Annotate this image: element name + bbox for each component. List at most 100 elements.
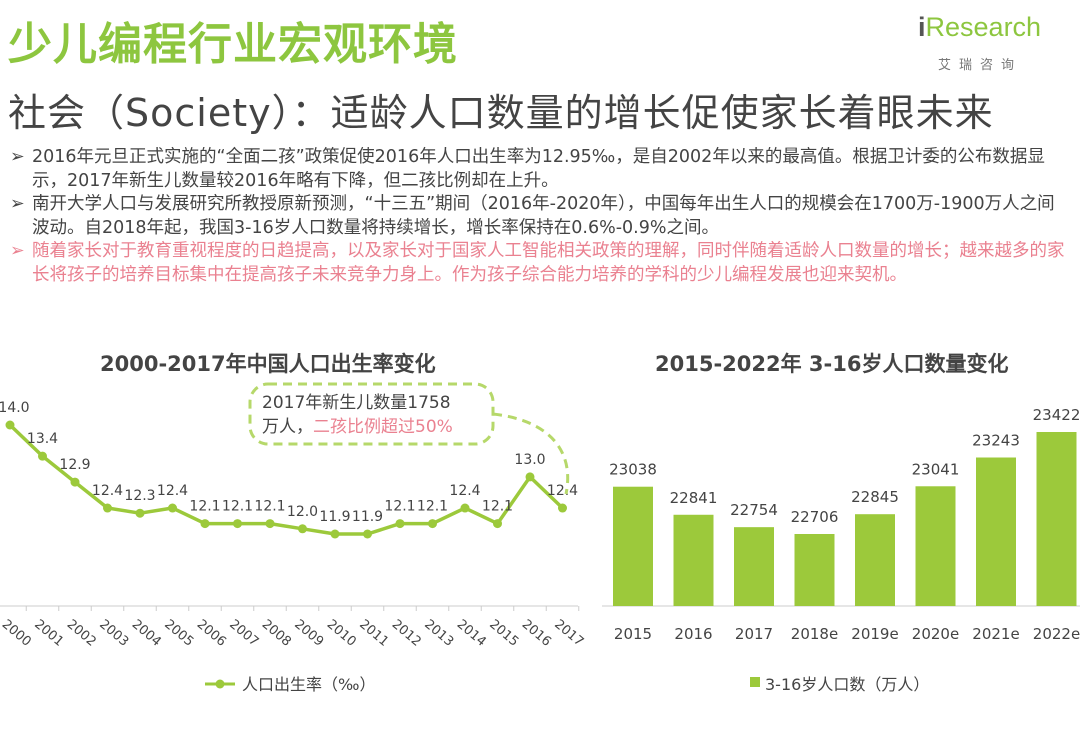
line-chart-point bbox=[70, 477, 80, 487]
line-chart-point bbox=[428, 519, 437, 529]
bullet-item-1: ➢ 2016年元旦正式实施的“全面二孩”政策促使2016年人口出生率为12.95… bbox=[10, 146, 1072, 193]
bullet-arrow-icon: ➢ bbox=[10, 147, 25, 167]
line-chart-point bbox=[525, 472, 535, 482]
annotation-highlight: 二孩比例超过50% bbox=[313, 417, 453, 437]
bullet-arrow-icon: ➢ bbox=[10, 241, 25, 261]
bar-chart-x-tick-label: 2016 bbox=[674, 625, 712, 643]
line-chart-point bbox=[395, 519, 405, 529]
bullet-text-2: 南开大学人口与发展研究所教授原新预测，“十三五”期间（2016年-2020年），… bbox=[32, 194, 1055, 238]
bar-chart-bar bbox=[855, 514, 895, 606]
line-chart-point bbox=[298, 524, 307, 534]
line-chart-data-label: 12.3 bbox=[124, 488, 155, 504]
logo-subtext: 艾瑞咨询 bbox=[938, 58, 1023, 73]
line-chart-point bbox=[168, 503, 177, 513]
line-chart-data-label: 13.4 bbox=[27, 431, 58, 447]
line-chart-data-label: 12.4 bbox=[547, 483, 578, 499]
bar-chart-title: 2015-2022年 3-16岁人口数量变化 bbox=[655, 352, 1009, 376]
bar-chart-data-label: 22841 bbox=[670, 489, 718, 507]
bar-chart-x-tick-label: 2017 bbox=[735, 625, 773, 643]
line-chart-x-tick-label: 2004 bbox=[129, 617, 164, 650]
line-chart-point bbox=[330, 529, 340, 539]
logo-text: Research bbox=[925, 12, 1042, 42]
line-chart-x-tick-label: 2010 bbox=[324, 617, 359, 650]
line-chart-data-label: 12.1 bbox=[254, 499, 285, 515]
bar-chart-x-tick-label: 2019e bbox=[851, 625, 898, 643]
bar-chart-data-label: 23038 bbox=[609, 461, 657, 479]
line-chart-x-tick-label: 2000 bbox=[0, 617, 34, 650]
logo-mark: i bbox=[918, 12, 926, 42]
bullet-item-2: ➢ 南开大学人口与发展研究所教授原新预测，“十三五”期间（2016年-2020年… bbox=[10, 193, 1072, 240]
bullet-item-3: ➢ 随着家长对于教育重视程度的日趋提高，以及家长对于国家人工智能相关政策的理解，… bbox=[10, 240, 1072, 287]
bar-chart-data-label: 23243 bbox=[972, 432, 1020, 450]
line-chart-point bbox=[493, 519, 502, 529]
line-chart-data-label: 12.1 bbox=[417, 499, 448, 515]
annotation-prefix: 万人， bbox=[262, 417, 313, 437]
line-chart-data-label: 12.4 bbox=[92, 483, 123, 499]
bullet-list: ➢ 2016年元旦正式实施的“全面二孩”政策促使2016年人口出生率为12.95… bbox=[10, 146, 1072, 287]
bar-chart-data-label: 22845 bbox=[851, 488, 899, 506]
line-chart-x-tick-label: 2006 bbox=[194, 617, 229, 650]
bar-chart-bar bbox=[976, 457, 1016, 606]
line-chart-x-tick-label: 2001 bbox=[31, 617, 66, 650]
line-chart-point bbox=[38, 451, 47, 461]
bar-chart-data-label: 23422 bbox=[1033, 406, 1080, 424]
iresearch-logo: iResearch 艾瑞咨询 bbox=[918, 12, 1068, 73]
line-chart-data-label: 12.1 bbox=[384, 499, 415, 515]
line-chart-point bbox=[558, 503, 567, 513]
bullet-text-1: 2016年元旦正式实施的“全面二孩”政策促使2016年人口出生率为12.95‰，… bbox=[32, 147, 1045, 191]
line-chart-x-tick-label: 2011 bbox=[356, 617, 391, 650]
bar-chart-x-tick-label: 2020e bbox=[912, 625, 959, 643]
annotation-line-1: 2017年新生儿数量1758 bbox=[262, 393, 451, 413]
bar-chart-legend-swatch bbox=[750, 677, 760, 687]
line-chart-data-label: 12.4 bbox=[157, 483, 188, 499]
line-chart-x-tick-label: 2016 bbox=[519, 617, 554, 650]
line-chart-series-line bbox=[8, 423, 564, 536]
line-chart-data-label: 12.4 bbox=[449, 483, 480, 499]
bullet-text-3: 随着家长对于教育重视程度的日趋提高，以及家长对于国家人工智能相关政策的理解，同时… bbox=[32, 241, 1065, 285]
bar-chart-x-tick-label: 2022e bbox=[1033, 625, 1080, 643]
line-chart-point bbox=[363, 529, 372, 539]
line-chart-point bbox=[265, 519, 275, 529]
bar-chart-bar bbox=[734, 527, 774, 606]
line-chart-data-label: 12.0 bbox=[287, 504, 318, 520]
bar-chart-data-label: 23041 bbox=[912, 460, 960, 478]
line-chart-data-label: 12.1 bbox=[222, 499, 253, 515]
bar-chart-legend-label: 3-16岁人口数（万人） bbox=[765, 675, 929, 694]
bar-chart-bar bbox=[673, 514, 714, 606]
line-chart-point bbox=[5, 420, 15, 430]
bar-chart-data-label: 22754 bbox=[730, 501, 778, 519]
line-chart-title: 2000-2017年中国人口出生率变化 bbox=[100, 352, 436, 376]
bar-chart-bar bbox=[1036, 432, 1077, 606]
line-chart-x-tick-label: 2017 bbox=[551, 617, 586, 650]
line-chart-x-tick-label: 2005 bbox=[161, 617, 196, 650]
line-chart-data-label: 11.9 bbox=[352, 509, 383, 525]
line-chart-point bbox=[135, 508, 145, 518]
bar-chart-bar bbox=[794, 534, 835, 606]
bar-chart-bar bbox=[613, 486, 653, 606]
line-chart-legend-label: 人口出生率（‰） bbox=[242, 675, 375, 694]
line-chart-x-tick-label: 2013 bbox=[421, 617, 456, 650]
line-chart-point bbox=[460, 503, 470, 513]
line-chart-data-label: 12.1 bbox=[189, 499, 220, 515]
line-chart-x-tick-label: 2008 bbox=[259, 617, 294, 650]
line-chart-data-label: 11.9 bbox=[319, 509, 350, 525]
line-chart-data-label: 12.1 bbox=[482, 499, 513, 515]
line-chart-x-tick-label: 2003 bbox=[96, 617, 131, 650]
line-chart-point bbox=[103, 503, 112, 513]
line-chart-x-tick-label: 2009 bbox=[291, 617, 326, 650]
line-chart-x-tick-label: 2012 bbox=[389, 617, 424, 650]
line-chart-legend-marker bbox=[215, 679, 225, 689]
annotation-connector bbox=[492, 412, 570, 495]
line-chart-data-label: 13.0 bbox=[514, 452, 545, 468]
bar-chart-data-label: 22706 bbox=[791, 508, 839, 526]
line-chart-point bbox=[233, 519, 242, 529]
bar-chart-x-tick-label: 2015 bbox=[614, 625, 652, 643]
bullet-arrow-icon: ➢ bbox=[10, 194, 25, 214]
bar-chart-x-tick-label: 2018e bbox=[791, 625, 838, 643]
line-chart-x-tick-label: 2007 bbox=[226, 617, 261, 650]
line-chart-x-tick-label: 2015 bbox=[486, 617, 521, 650]
bar-chart-x-tick-label: 2021e bbox=[972, 625, 1019, 643]
page-subtitle: 社会（Society）：适龄人口数量的增长促使家长着眼未来 bbox=[8, 91, 994, 135]
line-chart-data-label: 12.9 bbox=[59, 457, 90, 473]
line-chart-x-tick-label: 2014 bbox=[454, 617, 489, 650]
